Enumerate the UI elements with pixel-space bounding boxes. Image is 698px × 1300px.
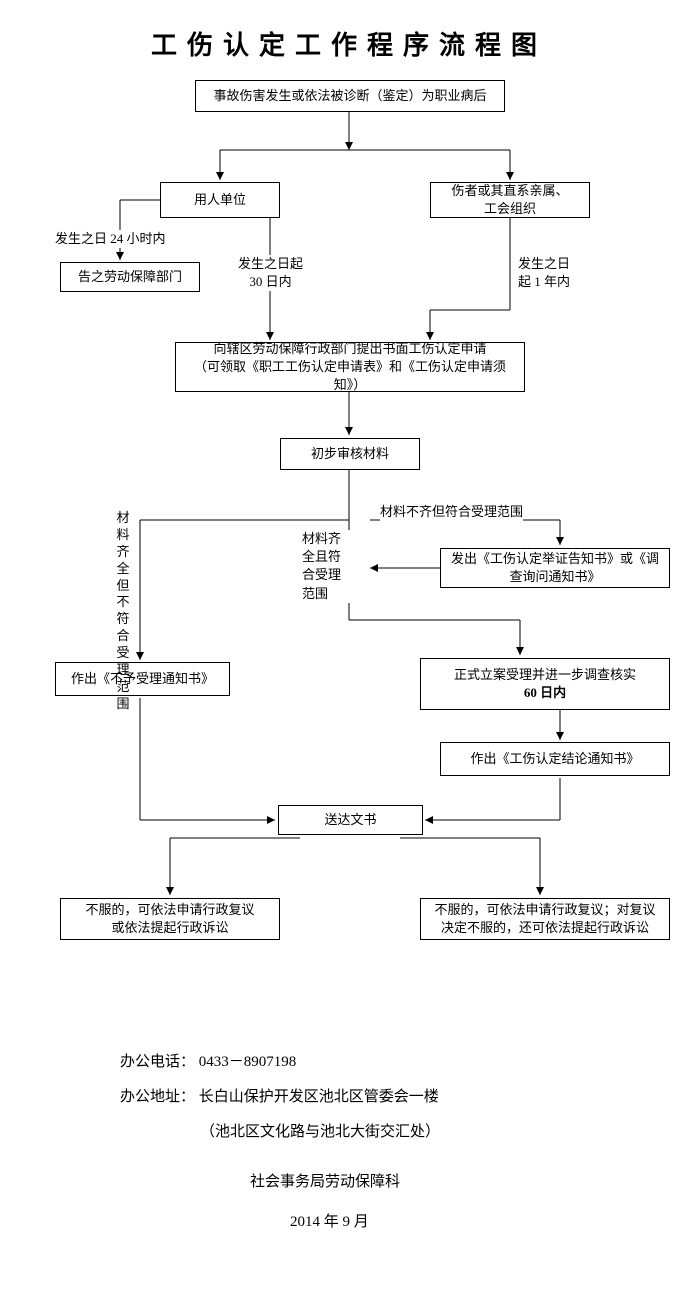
label-1y: 发生之日 起 1 年内 bbox=[518, 255, 570, 291]
footer-address: 办公地址： 长白山保护开发区池北区管委会一楼 bbox=[120, 1085, 439, 1106]
node-employer: 用人单位 bbox=[160, 182, 280, 218]
node-accept-text: 正式立案受理并进一步调查核实 bbox=[454, 666, 636, 684]
label-24h: 发生之日 24 小时内 bbox=[55, 230, 166, 248]
footer-date: 2014 年 9 月 bbox=[290, 1210, 369, 1231]
node-accept: 正式立案受理并进一步调查核实 60 日内 bbox=[420, 658, 670, 710]
footer-address-line1: 长白山保护开发区池北区管委会一楼 bbox=[199, 1089, 439, 1105]
node-appeal-right: 不服的，可依法申请行政复议；对复议 决定不服的，还可依法提起行政诉讼 bbox=[420, 898, 670, 940]
node-victim: 伤者或其直系亲属、 工会组织 bbox=[430, 182, 590, 218]
footer-phone-value: 0433－8907198 bbox=[199, 1054, 297, 1070]
page-title: 工伤认定工作程序流程图 bbox=[0, 25, 698, 62]
footer-address-label: 办公地址： bbox=[120, 1089, 195, 1105]
node-start: 事故伤害发生或依法被诊断（鉴定）为职业病后 bbox=[195, 80, 505, 112]
node-review: 初步审核材料 bbox=[280, 438, 420, 470]
label-complete-not-in-scope: 材 料 齐 全 但 不 符 合 受 理 范 围 bbox=[115, 510, 131, 713]
label-incomplete-in-scope: 材料不齐但符合受理范围 bbox=[380, 503, 523, 521]
node-apply: 向辖区劳动保障行政部门提出书面工伤认定申请 （可领取《职工工伤认定申请表》和《工… bbox=[175, 342, 525, 392]
label-30d: 发生之日起 30 日内 bbox=[238, 255, 303, 291]
footer-dept: 社会事务局劳动保障科 bbox=[250, 1170, 400, 1191]
node-conclude: 作出《工伤认定结论通知书》 bbox=[440, 742, 670, 776]
node-deliver: 送达文书 bbox=[278, 805, 423, 835]
node-accept-days: 60 日内 bbox=[524, 684, 566, 702]
node-evidence: 发出《工伤认定举证告知书》或《调查询问通知书》 bbox=[440, 548, 670, 588]
node-notify: 告之劳动保障部门 bbox=[60, 262, 200, 292]
label-complete-in-scope: 材料齐 全且符 合受理 范围 bbox=[302, 530, 350, 603]
footer-phone: 办公电话： 0433－8907198 bbox=[120, 1050, 296, 1071]
node-appeal-left: 不服的，可依法申请行政复议 或依法提起行政诉讼 bbox=[60, 898, 280, 940]
node-reject: 作出《不予受理通知书》 bbox=[55, 662, 230, 696]
footer-phone-label: 办公电话： bbox=[120, 1054, 195, 1070]
flowchart-canvas: 工伤认定工作程序流程图 bbox=[0, 0, 698, 1300]
footer-address-line2: （池北区文化路与池北大街交汇处） bbox=[200, 1120, 440, 1141]
